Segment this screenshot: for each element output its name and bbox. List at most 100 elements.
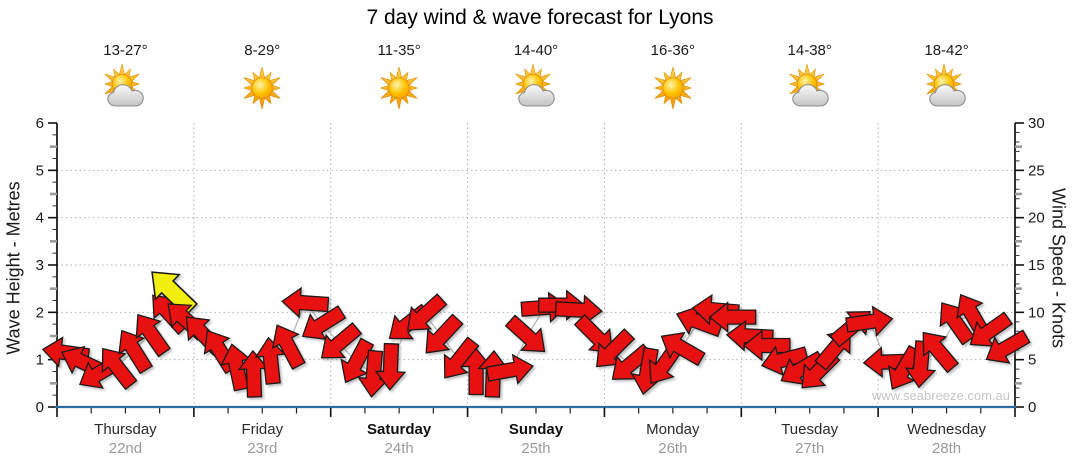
wind-arrow <box>520 291 569 324</box>
wind-arrow <box>554 294 603 327</box>
y-right-tick-label: 15 <box>1028 257 1045 274</box>
sun-cloud-icon <box>788 63 829 107</box>
day-name: Sunday <box>508 421 564 438</box>
wind-arrow <box>152 294 190 335</box>
chart-title: 7 day wind & wave forecast for Lyons <box>366 6 714 29</box>
y-right-tick-label: 0 <box>1028 399 1036 416</box>
day-date: 22nd <box>108 440 143 457</box>
wind-arrow <box>969 311 1014 347</box>
sun-icon <box>653 66 692 110</box>
day-name: Friday <box>241 421 284 438</box>
y-left-tick-label: 3 <box>36 257 44 274</box>
watermark: www.seabreeze.com.au <box>871 388 1010 403</box>
wind-arrow <box>406 293 448 331</box>
temperature-range: 14-40° <box>513 42 559 59</box>
wind-arrow <box>922 331 960 374</box>
wind-arrow <box>538 289 586 322</box>
wind-arrow <box>725 319 774 352</box>
day-header-tuesday: 14-38° <box>750 42 870 118</box>
temperature-range: 11-35° <box>377 42 421 59</box>
y-left-tick-label: 1 <box>36 352 44 369</box>
day-name: Tuesday <box>781 421 839 438</box>
day-date: 28th <box>931 440 962 457</box>
wind-arrow <box>904 340 937 389</box>
cloud-icon <box>107 84 145 107</box>
wind-arrow <box>648 340 685 385</box>
highlight-wind-arrow <box>151 271 198 317</box>
temperature-range: 18-42° <box>924 42 969 59</box>
day-header-wednesday: 18-42° <box>887 42 1007 118</box>
day-name: Wednesday <box>907 421 987 438</box>
y-right-tick-label: 30 <box>1028 115 1045 132</box>
day-date: 26th <box>658 440 688 457</box>
wind-arrow <box>985 329 1031 364</box>
wind-arrow <box>60 345 108 379</box>
cloud-icon <box>791 84 829 107</box>
wind-arrow <box>101 347 138 391</box>
x-axis-label-saturday: Saturday 24th <box>329 420 469 458</box>
x-axis-label-sunday: Sunday 25th <box>466 420 606 458</box>
y-right-tick-label: 5 <box>1028 352 1036 369</box>
wind-arrow <box>167 303 208 341</box>
day-name: Monday <box>646 421 700 438</box>
wind-arrow <box>660 331 706 367</box>
sun-cloud-icon <box>925 63 966 107</box>
wind-arrow <box>939 302 975 346</box>
y-axis-label-wave-height: Wave Height - Metres <box>3 181 24 355</box>
wind-arrow <box>845 305 894 337</box>
cloud-icon <box>518 84 555 107</box>
wind-arrow <box>220 343 252 392</box>
wind-arrow <box>301 305 347 340</box>
day-date: 27th <box>795 440 825 457</box>
wind-arrow <box>203 329 239 375</box>
y-left-tick-label: 2 <box>36 304 44 321</box>
sun-cloud-icon <box>514 63 555 107</box>
cloud-icon <box>928 84 966 107</box>
wind-arrow <box>573 313 613 353</box>
day-header-thursday: 13-27° <box>65 42 185 118</box>
wind-arrow <box>760 345 809 377</box>
y-axis-label-wind-speed: Wind Speed - Knots <box>1048 187 1069 349</box>
temperature-range: 8-29° <box>244 42 281 59</box>
day-date: 25th <box>521 440 551 457</box>
wind-arrow <box>443 336 480 379</box>
wind-arrow <box>281 286 330 319</box>
wind-arrow <box>41 336 91 368</box>
wind-arrows <box>41 271 1031 398</box>
day-header-sunday: 14-40° <box>476 42 596 118</box>
wind-arrow <box>425 313 464 354</box>
wind-trend-line <box>65 301 1007 375</box>
day-date: 23rd <box>247 440 278 457</box>
y-right-tick-label: 25 <box>1028 162 1045 179</box>
wind-arrow <box>118 329 154 375</box>
wind-arrow <box>504 314 546 353</box>
temperature-range: 16-36° <box>650 42 696 59</box>
x-axis-label-friday: Friday 23rd <box>192 420 332 458</box>
day-header-monday: 16-36° <box>613 42 733 118</box>
wind-arrow <box>135 313 171 358</box>
wind-arrow <box>485 353 534 385</box>
wind-arrow <box>862 346 911 379</box>
wind-arrow <box>675 305 724 338</box>
x-axis-label-tuesday: Tuesday 27th <box>740 420 880 458</box>
wind-arrow <box>185 316 225 356</box>
wind-arrow <box>388 303 432 340</box>
y-right-tick-label: 10 <box>1028 304 1045 321</box>
sun-cloud-icon <box>104 63 145 107</box>
x-axis-label-wednesday: Wednesday 28th <box>877 420 1017 458</box>
y-left-tick-label: 5 <box>36 162 44 179</box>
wind-arrow <box>691 293 740 326</box>
wind-arrow <box>708 301 757 333</box>
wind-arrow <box>374 342 407 391</box>
x-axis-label-thursday: Thursday 22nd <box>55 420 195 458</box>
y-right-tick-label: 20 <box>1028 210 1045 227</box>
day-date: 24th <box>384 440 414 457</box>
x-axis-label-monday: Monday 26th <box>603 420 743 458</box>
wind-arrow <box>596 328 636 368</box>
y-left-tick-label: 4 <box>36 210 44 227</box>
day-header-saturday: 11-35° <box>339 42 459 118</box>
wind-arrow <box>254 336 287 385</box>
sun-icon <box>380 66 419 110</box>
y-left-tick-label: 6 <box>36 115 44 132</box>
